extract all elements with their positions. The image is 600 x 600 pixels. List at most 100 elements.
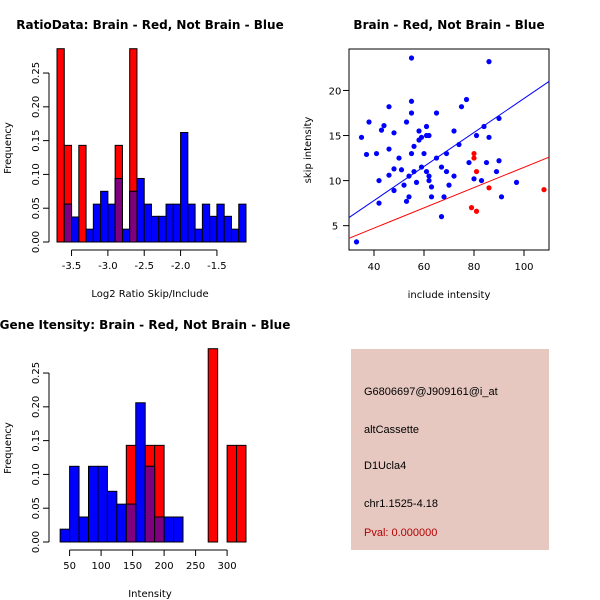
ratio-brain-bar	[56, 48, 65, 243]
scatter-point-not-brain	[438, 164, 445, 170]
ratio-not-brain-bar	[107, 203, 116, 243]
scatter-point-brain	[541, 187, 547, 193]
scatter-point-not-brain	[418, 164, 425, 170]
scatter-points	[353, 55, 547, 245]
ratio-overlap-bar	[129, 190, 138, 243]
gene-intensity-histogram-chart: Gene Itensity: Brain - Red, Not Brain - …	[0, 318, 290, 600]
ratio-x-tick-label: -3.5	[62, 261, 82, 272]
ratio-not-brain-bar	[230, 228, 240, 243]
gene-not-brain-bar	[173, 516, 184, 543]
scatter-point-not-brain	[403, 198, 410, 204]
scatter-point-not-brain	[421, 150, 427, 157]
gene-x-tick-label: 150	[123, 561, 142, 572]
scatter-fit-line-red	[348, 156, 550, 239]
scatter-point-brain	[471, 150, 477, 157]
ratio-not-brain-bar	[194, 228, 203, 243]
scatter-point-not-brain	[443, 150, 450, 157]
ratio-y-tick-label: 0.00	[31, 231, 42, 253]
scatter-point-not-brain	[498, 194, 505, 200]
scatter-point-brain	[468, 205, 475, 211]
scatter-x-axis-label: include intensity	[408, 290, 491, 300]
gene-y-axis-label: Frequency	[3, 422, 14, 474]
scatter-axes: 40 60 80 100 5 10 15 20	[329, 86, 534, 273]
scatter-fit-lines	[348, 81, 550, 239]
scatter-point-not-brain	[418, 134, 425, 140]
scatter-point-not-brain	[471, 176, 477, 182]
gene-name-text: D1Ucla4	[364, 460, 407, 472]
gene-not-brain-bar	[116, 503, 127, 543]
gene-y-tick-label: 0.25	[31, 362, 42, 384]
scatter-point-not-brain	[473, 132, 480, 139]
gene-not-brain-bar	[59, 528, 71, 543]
scatter-point-not-brain	[428, 194, 435, 200]
scatter-point-not-brain	[441, 194, 447, 200]
scatter-point-not-brain	[411, 168, 417, 175]
gene-x-tick-label: 300	[218, 561, 237, 572]
gene-x-tick-label: 50	[63, 561, 76, 572]
scatter-point-not-brain	[391, 166, 397, 172]
ratio-brain-bar	[78, 144, 87, 243]
scatter-point-not-brain	[403, 119, 410, 125]
scatter-point-not-brain	[486, 59, 492, 65]
ratio-not-brain-bar	[180, 132, 189, 243]
scatter-point-not-brain	[411, 143, 417, 149]
scatter-point-not-brain	[366, 119, 372, 125]
scatter-point-not-brain	[386, 104, 392, 110]
scatter-point-not-brain	[396, 155, 402, 161]
ratio-x-tick-label: -2.5	[134, 261, 154, 272]
scatter-y-tick-label: 10	[329, 177, 342, 188]
ratio-not-brain-bar	[71, 216, 80, 243]
gene-overlap-bar	[154, 516, 165, 543]
ratio-not-brain-bar	[165, 203, 174, 243]
scatter-point-not-brain	[413, 179, 420, 185]
scatter-point-not-brain	[423, 168, 430, 175]
scatter-chart-title: Brain - Red, Not Brain - Blue	[353, 18, 544, 32]
scatter-point-not-brain	[426, 132, 432, 139]
gene-brain-bar	[226, 444, 238, 543]
gene-bars	[59, 348, 247, 543]
scatter-point-not-brain	[463, 96, 470, 103]
ratio-not-brain-bar	[209, 215, 218, 243]
scatter-point-not-brain	[416, 128, 422, 134]
scatter-point-not-brain	[478, 177, 485, 184]
scatter-point-not-brain	[386, 146, 392, 152]
probe-info-panel: G6806697@J909161@i_at altCassette D1Ucla…	[351, 349, 549, 550]
ratio-overlap-bar	[114, 177, 123, 243]
gene-chart-title: Gene Itensity: Brain - Red, Not Brain - …	[0, 318, 290, 332]
scatter-point-not-brain	[363, 151, 370, 158]
probe-id-text: G6806697@J909161@i_at	[364, 386, 498, 398]
scatter-point-not-brain	[426, 177, 432, 184]
gene-not-brain-bar	[163, 516, 175, 543]
scatter-point-not-brain	[458, 104, 465, 110]
scatter-point-brain	[473, 208, 480, 214]
scatter-fit-line-blue	[348, 81, 550, 218]
scatter-point-not-brain	[398, 167, 405, 173]
scatter-point-not-brain	[426, 173, 432, 179]
ratio-not-brain-bar	[151, 215, 160, 243]
ratio-not-brain-bar	[92, 203, 102, 243]
gene-x-tick-label: 200	[155, 561, 174, 572]
scatter-point-brain	[486, 185, 492, 191]
ratio-not-brain-bar	[143, 203, 153, 243]
scatter-point-not-brain	[466, 159, 472, 166]
ratio-not-brain-bar	[223, 215, 232, 243]
pval-text: Pval: 0.000000	[364, 527, 438, 539]
ratio-y-tick-label: 0.20	[31, 96, 42, 118]
gene-not-brain-bar	[78, 516, 90, 543]
scatter-point-not-brain	[423, 123, 430, 130]
scatter-point-not-brain	[406, 173, 412, 179]
scatter-point-not-brain	[353, 239, 360, 245]
event-type-text: altCassette	[364, 424, 420, 436]
gene-y-tick-label: 0.00	[31, 531, 42, 553]
ratio-not-brain-bar	[136, 177, 145, 243]
gene-not-brain-bar	[69, 465, 80, 543]
scatter-point-not-brain	[406, 194, 412, 200]
gene-y-tick-label: 0.10	[31, 463, 42, 485]
gene-x-tick-label: 100	[92, 561, 111, 572]
scatter-x-tick-label: 40	[368, 262, 381, 273]
scatter-plot-frame	[348, 48, 550, 251]
gene-y-tick-label: 0.20	[31, 396, 42, 418]
scatter-point-not-brain	[408, 55, 415, 61]
gene-axes: 50 100 150 200 250 300 0.00 0.05 0.10 0.15 0.20 0.2…	[31, 362, 237, 572]
ratio-not-brain-bar	[121, 228, 131, 243]
